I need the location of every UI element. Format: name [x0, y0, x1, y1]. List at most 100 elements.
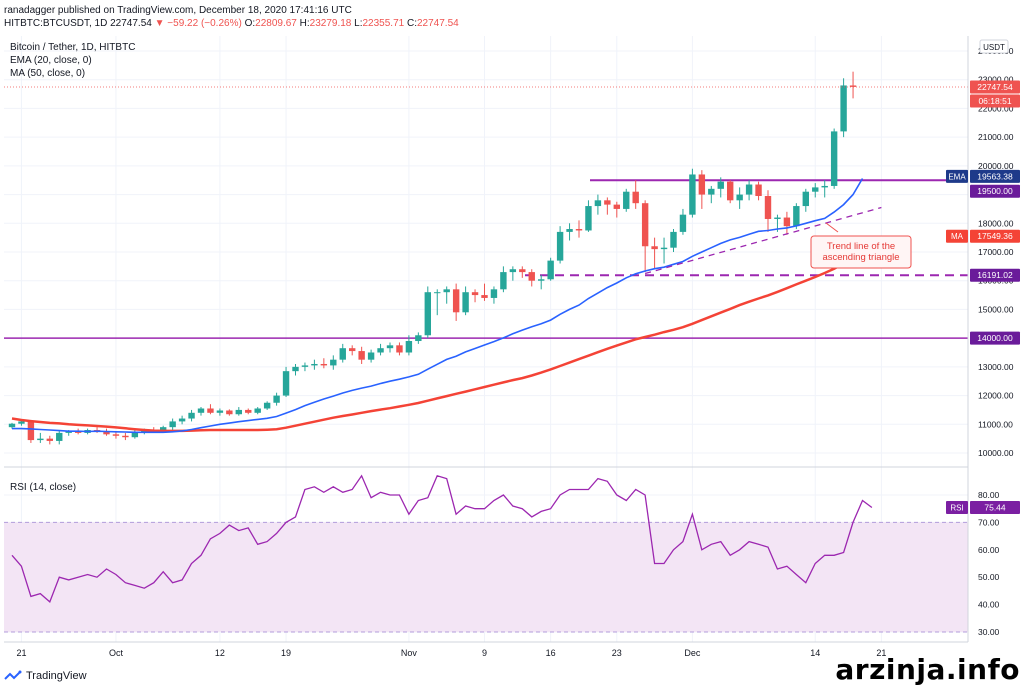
candle[interactable]: [254, 407, 261, 415]
candle[interactable]: [585, 200, 592, 232]
candle[interactable]: [27, 420, 35, 443]
rsi-tick-label: 50.00: [978, 572, 1000, 582]
candle[interactable]: [396, 342, 403, 356]
candle-body: [254, 408, 261, 413]
candle[interactable]: [188, 409, 195, 422]
trendline-annotation[interactable]: Trend line of the ascending triangle: [810, 222, 912, 269]
candle[interactable]: [613, 201, 620, 218]
candle[interactable]: [745, 180, 753, 201]
candle[interactable]: [386, 342, 394, 353]
candle-body: [849, 85, 857, 87]
rsi-axis[interactable]: 30.00 40.00 50.00 60.00 70.00 80.00: [978, 490, 1000, 637]
candle[interactable]: [575, 220, 583, 238]
candle[interactable]: [840, 78, 847, 138]
candle[interactable]: [311, 359, 318, 370]
candle-body: [131, 432, 139, 438]
candle[interactable]: [755, 181, 762, 201]
rsi-tag-text: RSI: [950, 503, 963, 512]
candle[interactable]: [783, 211, 791, 235]
candle[interactable]: [651, 237, 658, 270]
candle-body: [424, 292, 431, 336]
candle[interactable]: [821, 180, 828, 198]
currency-badge[interactable]: USDT: [979, 39, 1009, 54]
candle[interactable]: [481, 283, 488, 301]
candle-body: [330, 359, 337, 366]
candle[interactable]: [235, 407, 242, 416]
candle[interactable]: [538, 274, 545, 290]
candle[interactable]: [367, 349, 375, 363]
candle[interactable]: [273, 392, 280, 406]
candle[interactable]: [462, 286, 469, 316]
candle[interactable]: [556, 226, 564, 264]
candle[interactable]: [500, 266, 507, 293]
candle[interactable]: [178, 415, 186, 425]
candle[interactable]: [377, 343, 384, 356]
candle[interactable]: [471, 289, 479, 303]
price-tick-label: 11000.00: [978, 419, 1013, 429]
candle[interactable]: [660, 237, 668, 264]
candles[interactable]: [8, 71, 857, 445]
candle[interactable]: [169, 418, 176, 431]
candle[interactable]: [490, 286, 498, 304]
candle[interactable]: [736, 187, 743, 209]
candle-body: [481, 295, 488, 298]
candle[interactable]: [830, 128, 838, 189]
candle[interactable]: [282, 366, 290, 398]
level-14000-badge-text: 14000.00: [977, 333, 1013, 343]
candle-body: [141, 430, 148, 433]
candle[interactable]: [679, 208, 687, 235]
candle[interactable]: [330, 355, 337, 370]
candle[interactable]: [37, 432, 44, 443]
candle[interactable]: [452, 283, 460, 321]
candle[interactable]: [197, 407, 205, 416]
candle[interactable]: [519, 266, 526, 278]
candle[interactable]: [698, 170, 706, 209]
candle[interactable]: [509, 266, 517, 281]
candle[interactable]: [46, 435, 53, 445]
candle[interactable]: [849, 71, 857, 99]
candle[interactable]: [226, 409, 233, 416]
candle[interactable]: [56, 430, 63, 445]
candle[interactable]: [604, 197, 611, 215]
candle[interactable]: [301, 362, 309, 372]
candle[interactable]: [207, 404, 214, 415]
candle[interactable]: [670, 229, 677, 252]
candle[interactable]: [812, 183, 819, 198]
candle[interactable]: [292, 363, 299, 376]
candle[interactable]: [434, 289, 441, 316]
candle[interactable]: [632, 180, 639, 209]
candle[interactable]: [689, 168, 696, 218]
candle[interactable]: [717, 177, 724, 198]
candle[interactable]: [566, 223, 573, 241]
candle[interactable]: [112, 431, 120, 439]
candle[interactable]: [764, 190, 772, 232]
candle[interactable]: [802, 188, 809, 212]
candle[interactable]: [216, 408, 224, 416]
candle[interactable]: [8, 422, 16, 429]
candle[interactable]: [415, 332, 422, 344]
candle[interactable]: [320, 358, 328, 369]
candle[interactable]: [623, 188, 630, 212]
candle[interactable]: [263, 401, 271, 410]
candle[interactable]: [528, 269, 535, 287]
time-axis[interactable]: 21 Oct 12 19 Nov 9 16 23 Dec 14 21: [16, 648, 886, 658]
candle[interactable]: [405, 335, 413, 356]
candle[interactable]: [358, 346, 365, 364]
candle[interactable]: [349, 345, 356, 356]
candle[interactable]: [122, 432, 129, 441]
annotation-line: Trend line of the: [827, 241, 895, 252]
candle[interactable]: [245, 408, 252, 415]
candle[interactable]: [131, 430, 139, 439]
price-axis[interactable]: 10000.00 11000.00 12000.00 13000.00 14000.00…: [978, 46, 1014, 458]
candle[interactable]: [641, 200, 649, 273]
candle[interactable]: [443, 286, 450, 304]
candle[interactable]: [793, 203, 800, 230]
candle[interactable]: [424, 286, 431, 339]
candle[interactable]: [339, 343, 346, 363]
candle[interactable]: [594, 194, 602, 215]
tradingview-brand[interactable]: TradingView: [4, 670, 87, 682]
candle[interactable]: [727, 180, 734, 204]
candle[interactable]: [708, 185, 715, 204]
candle[interactable]: [547, 257, 554, 281]
